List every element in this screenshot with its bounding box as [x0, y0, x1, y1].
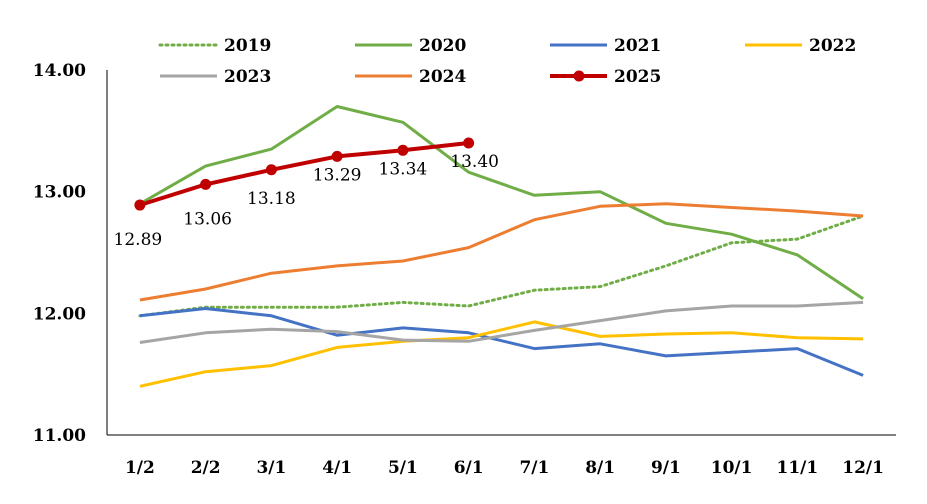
data-point-2025: [397, 144, 409, 156]
data-point-2025: [134, 199, 146, 211]
legend-label: 2020: [419, 36, 466, 56]
legend-item-2024: 2024: [355, 67, 466, 87]
x-tick-label: 4/1: [322, 458, 352, 478]
data-point-2025: [331, 150, 343, 162]
y-tick-label: 13.00: [33, 183, 86, 203]
x-tick-label: 3/1: [256, 458, 286, 478]
data-point-2025: [200, 178, 212, 190]
series-line-2025: [139, 141, 469, 207]
legend-marker: [573, 70, 585, 82]
legend-item-2022: 2022: [745, 36, 856, 56]
data-point-2025: [463, 137, 475, 149]
x-tick-label: 1/2: [125, 458, 155, 478]
x-tick-label: 6/1: [454, 458, 484, 478]
series-line-2023: [139, 300, 864, 344]
legend-item-2023: 2023: [160, 67, 271, 87]
series-lines: [134, 105, 865, 388]
legend-item-2020: 2020: [355, 36, 466, 56]
data-label: 13.40: [450, 152, 499, 172]
legend-item-2021: 2021: [550, 36, 661, 56]
legend-label: 2022: [809, 36, 856, 56]
series-line-2019: [138, 214, 865, 318]
x-tick-label: 10/1: [711, 458, 753, 478]
data-label: 13.18: [247, 189, 296, 209]
y-tick-label: 11.00: [33, 426, 86, 446]
x-tick-label: 2/2: [191, 458, 221, 478]
data-point-2025: [265, 164, 277, 176]
data-label: 12.89: [114, 230, 163, 250]
series-line-2022: [139, 320, 864, 388]
data-label: 13.34: [379, 159, 428, 179]
legend-label: 2021: [614, 36, 661, 56]
x-tick-label: 11/1: [777, 458, 819, 478]
data-label: 13.29: [313, 165, 362, 185]
legend: 2019 2020 2021 2022 2023 2024 2025: [158, 36, 856, 87]
y-tick-labels: 11.00 12.00 13.00 14.00: [33, 61, 86, 446]
x-tick-label: 8/1: [585, 458, 615, 478]
legend-item-2019: 2019: [158, 36, 271, 56]
x-tick-labels: 1/2 2/2 3/1 4/1 5/1 6/1 7/1 8/1 9/1 10/1 11/1 12/1: [125, 458, 884, 478]
series-line-2021: [139, 307, 864, 377]
series-line-2020: [139, 105, 864, 300]
x-tick-label: 9/1: [651, 458, 681, 478]
y-tick-label: 12.00: [33, 304, 86, 324]
legend-label: 2023: [224, 67, 271, 87]
legend-label: 2025: [614, 67, 661, 87]
series-line-2024: [139, 202, 864, 302]
data-labels: 12.89 13.06 13.18 13.29 13.34 13.40: [114, 152, 499, 250]
legend-label: 2024: [419, 67, 466, 87]
y-tick-label: 14.00: [33, 61, 86, 81]
x-tick-label: 7/1: [519, 458, 549, 478]
data-label: 13.06: [183, 209, 232, 229]
axes: [106, 70, 896, 436]
x-tick-label: 12/1: [842, 458, 884, 478]
legend-label: 2019: [224, 36, 271, 56]
legend-item-2025: 2025: [550, 67, 661, 87]
x-tick-label: 5/1: [388, 458, 418, 478]
